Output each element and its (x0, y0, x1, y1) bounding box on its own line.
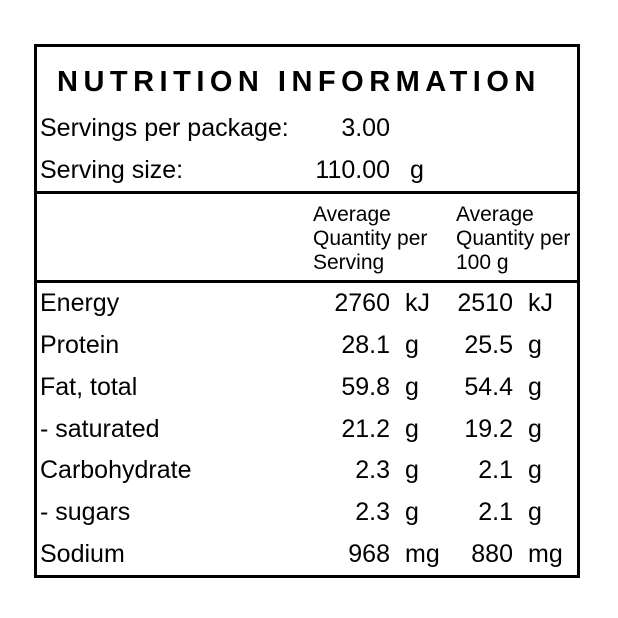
value-per-100g: 880 (471, 539, 513, 568)
value-per-100g: 19.2 (464, 414, 513, 443)
servings-per-package-label: Servings per package: (40, 113, 289, 142)
unit-per-serving: mg (405, 539, 440, 568)
value-per-serving: 968 (348, 539, 390, 568)
serving-size-row: Serving size: 110.00 g (37, 149, 577, 191)
table-row-sugars: - sugars 2.3 g 2.1 g (37, 492, 577, 534)
unit-per-100g: g (528, 456, 542, 485)
unit-per-100g: g (528, 372, 542, 401)
unit-per-100g: g (528, 414, 542, 443)
serving-size-value: 110.00 (315, 155, 390, 184)
value-per-serving: 59.8 (341, 372, 390, 401)
unit-per-serving: g (405, 456, 419, 485)
nutrient-label: Energy (40, 289, 120, 318)
unit-per-100g: kJ (528, 289, 553, 318)
nutrient-label: - saturated (40, 414, 160, 443)
value-per-100g: 54.4 (464, 372, 513, 401)
unit-per-serving: kJ (405, 289, 430, 318)
unit-per-serving: g (405, 414, 419, 443)
value-per-serving: 2760 (334, 289, 390, 318)
value-per-100g: 2510 (457, 289, 513, 318)
table-row-sodium: Sodium 968 mg 880 mg (37, 533, 577, 575)
table-row-saturated: - saturated 21.2 g 19.2 g (37, 408, 577, 450)
unit-per-serving: g (405, 497, 419, 526)
table-row-protein: Protein 28.1 g 25.5 g (37, 325, 577, 367)
panel-title: NUTRITION INFORMATION (57, 66, 541, 98)
value-per-100g: 2.1 (478, 456, 513, 485)
column-headers-row: Average Quantity per Serving Average Qua… (37, 191, 577, 283)
column-header-per-serving: Average Quantity per Serving (313, 203, 428, 274)
unit-per-serving: g (405, 372, 419, 401)
value-per-serving: 2.3 (355, 497, 390, 526)
serving-size-unit: g (410, 155, 424, 184)
unit-per-serving: g (405, 331, 419, 360)
table-row-energy: Energy 2760 kJ 2510 kJ (37, 283, 577, 325)
nutrient-label: Protein (40, 331, 120, 360)
unit-per-100g: mg (528, 539, 563, 568)
value-per-serving: 28.1 (341, 331, 390, 360)
value-per-serving: 2.3 (355, 456, 390, 485)
nutrient-label: Fat, total (40, 372, 138, 401)
value-per-100g: 25.5 (464, 331, 513, 360)
table-row-carbohydrate: Carbohydrate 2.3 g 2.1 g (37, 450, 577, 492)
servings-per-package-value: 3.00 (341, 113, 390, 142)
unit-per-100g: g (528, 497, 542, 526)
servings-per-package-row: Servings per package: 3.00 (37, 107, 577, 149)
nutrient-label: Carbohydrate (40, 456, 192, 485)
value-per-serving: 21.2 (341, 414, 390, 443)
nutrients-table: Energy 2760 kJ 2510 kJ Protein 28.1 g 25… (37, 283, 577, 575)
unit-per-100g: g (528, 331, 542, 360)
table-row-fat-total: Fat, total 59.8 g 54.4 g (37, 366, 577, 408)
serving-size-label: Serving size: (40, 155, 184, 184)
value-per-100g: 2.1 (478, 497, 513, 526)
nutrition-information-panel: NUTRITION INFORMATION Servings per packa… (34, 44, 580, 578)
column-header-per-100g: Average Quantity per 100 g (456, 203, 571, 274)
nutrient-label: Sodium (40, 539, 125, 568)
panel-header-section: NUTRITION INFORMATION Servings per packa… (37, 47, 577, 191)
nutrient-label: - sugars (40, 497, 131, 526)
